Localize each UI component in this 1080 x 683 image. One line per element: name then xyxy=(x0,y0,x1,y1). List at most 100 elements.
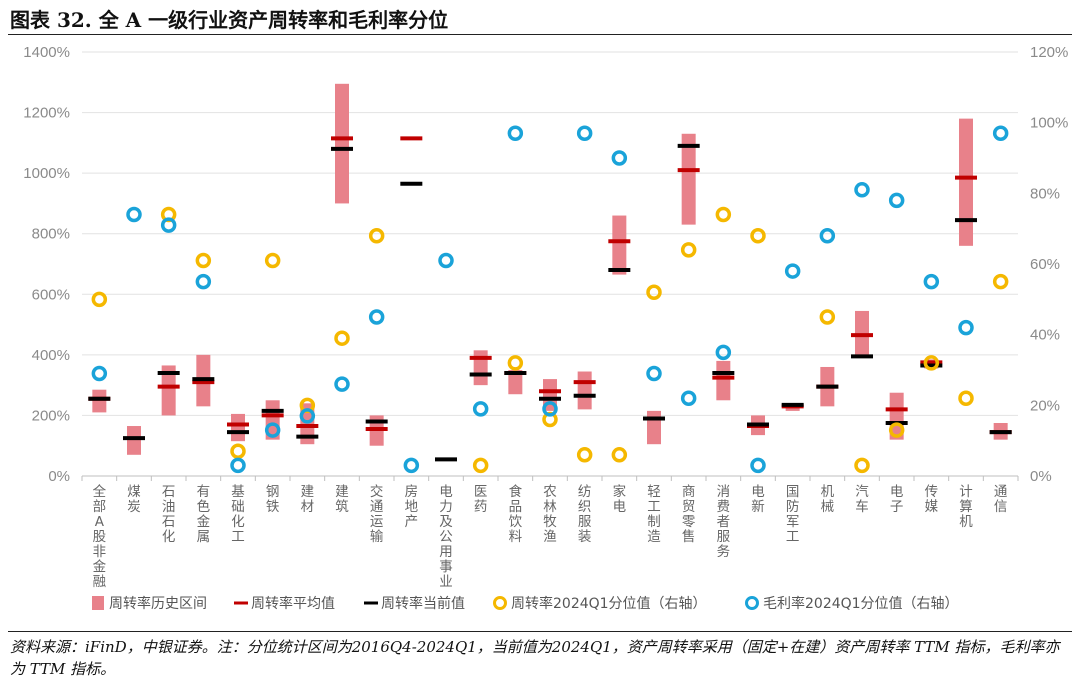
legend-swatch-circle xyxy=(745,596,759,610)
turnover-percentile-point xyxy=(854,457,870,474)
left-tick-label: 600% xyxy=(32,286,70,303)
turnover-percentile-point xyxy=(715,206,732,223)
category-label: 电子 xyxy=(890,484,904,515)
turnover-range-bar xyxy=(681,133,696,225)
left-axis-ticks: 0% 200% 400% 600% 800% 1000% 1200% 1400% xyxy=(23,44,70,485)
margin-percentile-point xyxy=(576,125,593,142)
legend-label: 周转率2024Q1分位值（右轴） xyxy=(511,595,707,612)
turnover-percentile-point xyxy=(334,330,350,346)
legend: 周转率历史区间 周转率平均值 周转率当前值 周转率2024Q1分位值（右轴） 毛利率20… xyxy=(92,595,959,612)
right-tick-label: 120% xyxy=(1030,44,1068,61)
margin-percentile-point xyxy=(334,376,350,392)
right-axis-ticks: 0% 20% 40% 60% 80% 100% 120% xyxy=(1030,44,1068,485)
margin-percentile-point xyxy=(126,206,142,223)
margin-percentile-point xyxy=(680,390,697,407)
category-label: 纺织服装 xyxy=(578,484,592,545)
category-label: 商贸零售 xyxy=(682,484,696,545)
turnover-percentile-point xyxy=(576,447,593,463)
right-tick-label: 80% xyxy=(1030,185,1060,202)
turnover-range-bar xyxy=(473,350,488,386)
margin-percentile-point xyxy=(992,125,1009,142)
margin-percentile-point xyxy=(91,365,108,382)
category-label: 通信 xyxy=(994,484,1008,515)
turnover-percentile-point xyxy=(472,457,489,474)
margin-percentile-point xyxy=(611,150,628,166)
category-label: 全部 A 股非金融 xyxy=(93,483,107,590)
margin-percentile-point xyxy=(854,182,870,198)
category-label: 农林牧渔 xyxy=(543,484,557,545)
turnover-range-bar xyxy=(127,426,141,455)
category-label: 家电 xyxy=(613,483,627,515)
legend-swatch-range xyxy=(92,596,104,610)
category-label: 消费者服务 xyxy=(717,484,731,560)
margin-percentile-point xyxy=(195,273,212,290)
margin-percentile-point xyxy=(368,309,385,325)
legend-label: 周转率平均值 xyxy=(251,595,335,612)
right-tick-label: 0% xyxy=(1030,468,1052,485)
margin-percentile-point xyxy=(819,227,836,244)
turnover-percentile-point xyxy=(992,273,1009,290)
margin-percentile-point xyxy=(160,217,177,233)
right-tick-label: 20% xyxy=(1030,397,1060,414)
margin-percentile-point xyxy=(507,125,524,142)
category-label: 建筑 xyxy=(335,484,349,515)
margin-percentile-point xyxy=(923,273,940,290)
turnover-range-bar xyxy=(161,365,176,416)
legend-label: 周转率历史区间 xyxy=(109,595,207,612)
legend-label: 周转率当前值 xyxy=(381,595,465,612)
turnover-percentile-point xyxy=(958,390,974,407)
turnover-range-bar xyxy=(577,371,592,410)
turnover-percentile-point xyxy=(819,309,836,325)
turnover-percentile-point xyxy=(368,227,385,244)
left-tick-label: 800% xyxy=(32,226,70,243)
left-tick-label: 200% xyxy=(32,407,70,424)
chart-marks xyxy=(88,83,1012,474)
category-label: 食品饮料 xyxy=(509,483,523,545)
category-label: 传媒 xyxy=(925,484,939,515)
margin-percentile-point xyxy=(888,192,905,209)
chart: 0% 200% 400% 600% 800% 1000% 1200% 1400% 0% 20% 4… xyxy=(23,44,1068,612)
gridlines xyxy=(82,51,1018,416)
left-tick-label: 0% xyxy=(48,468,70,485)
category-label: 煤炭 xyxy=(127,484,141,515)
turnover-percentile-point xyxy=(611,447,628,463)
left-tick-label: 400% xyxy=(32,347,70,364)
turnover-range-bar xyxy=(612,215,627,275)
margin-percentile-point xyxy=(403,457,420,474)
right-tick-label: 60% xyxy=(1030,256,1060,273)
turnover-percentile-point xyxy=(750,227,766,244)
category-label: 轻工制造 xyxy=(647,484,661,545)
category-label: 有色金属 xyxy=(197,484,211,545)
left-tick-label: 1200% xyxy=(23,105,70,122)
turnover-range-bar xyxy=(92,389,107,413)
category-label: 电新 xyxy=(751,484,765,515)
legend-swatch-circle xyxy=(493,596,507,610)
left-tick-label: 1400% xyxy=(23,44,70,61)
margin-percentile-point xyxy=(715,344,732,361)
category-label: 房地产 xyxy=(405,484,419,530)
category-label: 基础化工 xyxy=(231,483,245,545)
turnover-percentile-point xyxy=(646,284,662,301)
figure-title: 图表 32. 全 A 一级行业资产周转率和毛利率分位 xyxy=(10,8,449,32)
margin-percentile-point xyxy=(958,319,974,336)
turnover-percentile-point xyxy=(230,443,246,460)
legend-label: 毛利率2024Q1分位值（右轴） xyxy=(763,595,959,612)
turnover-percentile-point xyxy=(264,252,281,269)
right-tick-label: 40% xyxy=(1030,327,1060,344)
turnover-range-bar xyxy=(716,360,731,401)
margin-percentile-point xyxy=(784,263,801,279)
category-label: 建材 xyxy=(301,484,315,515)
margin-percentile-point xyxy=(542,401,558,417)
margin-percentile-point xyxy=(299,408,316,424)
margin-percentile-point xyxy=(646,365,662,382)
category-label: 计算机 xyxy=(959,484,973,530)
category-label: 石油石化 xyxy=(162,484,176,545)
category-label: 电力及公用事业 xyxy=(439,484,453,590)
category-label: 汽车 xyxy=(855,484,869,515)
turnover-range-bar xyxy=(300,403,315,445)
turnover-percentile-point xyxy=(507,355,524,371)
turnover-percentile-point xyxy=(923,355,940,371)
source-rule xyxy=(8,631,1072,632)
title-rule xyxy=(8,34,1072,35)
